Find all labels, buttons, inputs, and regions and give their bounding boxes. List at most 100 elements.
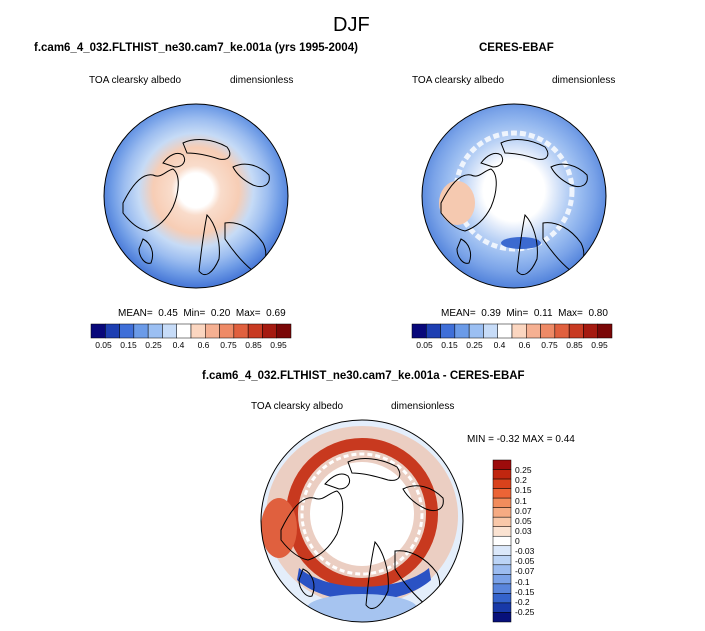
panel3-negative-band [297,568,431,601]
panel1-stats: MEAN= 0.45 Min= 0.20 Max= 0.69 [118,308,286,319]
panel3-colorbar-tick-label: 0 [515,536,520,546]
panel1-colorbar-swatch [276,323,292,339]
panel3-colorbar-tick-label: 0.07 [515,505,532,516]
panel2-colorbar-tick-label: 0.6 [518,340,531,350]
panel3-colorbar-tick-label: -0.05 [515,556,535,567]
panel3-colorbar-swatch [492,612,512,623]
panel1-colorbar-swatch [133,323,149,339]
panel3-south-negative-patch [307,594,417,622]
panel1-colorbar-labels: 0.05 0.15 0.25 0.4 0.6 0.75 0.85 0.95 [91,340,291,352]
panel3-colorbar-tick-label: -0.07 [515,566,535,577]
panel3-colorbar-tick-label: 0.15 [515,485,532,496]
panel2-colorbar-labels: 0.05 0.15 0.25 0.4 0.6 0.75 0.85 0.95 [412,340,612,352]
panel3-colorbar-swatch [492,564,512,575]
panel1-colorbar-tick-label: 0.15 [120,340,137,350]
panel1-colorbar-swatch [262,323,277,339]
panel1-colorbar-tick-label: 0.05 [95,340,112,350]
panel3-colorbar-tick-label: 0.1 [515,495,527,506]
panel3-colorbar-swatch [492,497,512,508]
panel3-coastlines [280,458,444,609]
panel3-colorbar-swatch [492,535,512,547]
panel3-colorbar-swatch [492,516,512,527]
panel2-colorbar-swatch [526,323,541,339]
panel2-colorbar-swatch [554,323,570,339]
panel3-colorbar-swatch [492,593,512,604]
page-title: DJF [333,14,370,36]
panel2-variable-label: TOA clearsky albedo [412,75,505,86]
panel1-colorbar-swatch [162,323,177,339]
panel2-colorbar-tick-label: 0.15 [441,340,458,350]
panel3-colorbar-swatch [492,469,512,480]
panel3-orbit-gap-ring [300,452,424,576]
panel2-colorbar-swatch [511,323,527,339]
panel3-colorbar-tick-label: 0.03 [515,525,532,536]
panel3-units-label: dimensionless [391,401,455,412]
panel3-colorbar-swatch [492,555,512,566]
panel2-land-patch [439,181,475,225]
panel3-variable-label: TOA clearsky albedo [251,401,344,412]
panel1-colorbar-tick-label: 0.4 [172,340,185,350]
panel3-minmax: MIN = -0.32 MAX = 0.44 [467,434,575,445]
panel3-colorbar-tick-label: 0.25 [515,465,532,476]
panel2-colorbar-swatch [468,323,484,339]
panel3-colorbar-swatch [492,602,512,613]
panel1-polar-map [103,103,289,289]
panel2-colorbar-tick-label: 0.25 [466,340,483,350]
panel3-colorbar-tick-label: -0.03 [515,546,535,557]
panel1-colorbar-swatch [190,323,206,339]
panel3-colorbar-swatch [492,478,512,489]
panel2-colorbar-swatch [454,323,470,339]
panel3-title: f.cam6_4_032.FLTHIST_ne30.cam7_ke.001a -… [202,370,525,382]
panel1-colorbar-tick-label: 0.95 [270,340,287,350]
panel2-colorbar-swatch [440,323,456,339]
panel2-stats: MEAN= 0.39 Min= 0.11 Max= 0.80 [441,308,608,319]
panel3-colorbar-swatch [492,526,512,537]
panel1-colorbar-swatch [176,323,192,339]
panel2-colorbar-tick-label: 0.75 [541,340,558,350]
panel3-colorbar-swatch [492,488,512,499]
panel2-units-label: dimensionless [552,75,616,86]
panel3-colorbar-tick-label: -0.15 [515,586,535,597]
panel1-title: f.cam6_4_032.FLTHIST_ne30.cam7_ke.001a (… [34,42,358,54]
panel2-colorbar-swatch [497,323,513,339]
panel3-colorbar-tick-label: 0.05 [515,515,532,526]
panel2-colorbar-tick-label: 0.95 [591,340,608,350]
panel1-colorbar-swatch [90,323,106,339]
panel3-colorbar-tick-label: -0.25 [515,606,535,617]
panel3-map-border [260,419,464,623]
panel2-colorbar [411,323,613,339]
panel1-colorbar-swatch [147,323,163,339]
panel2-colorbar-swatch [540,323,556,339]
panel3-colorbar-tick-label: -0.2 [515,596,530,607]
panel3-colorbar-swatch [492,507,512,518]
panel1-colorbar-swatch [105,323,120,339]
panel3-colorbar [492,459,512,623]
panel1-colorbar [90,323,292,339]
panel3-colorbar-swatch [492,545,512,556]
panel3-colorbar-swatch [492,459,512,470]
panel1-colorbar-swatch [205,323,220,339]
panel1-colorbar-swatch [219,323,235,339]
panel2-colorbar-tick-label: 0.85 [566,340,583,350]
panel3-colorbar-tick-label: -0.1 [515,576,530,587]
panel1-colorbar-swatch [233,323,249,339]
panel1-colorbar-tick-label: 0.6 [197,340,210,350]
panel1-colorbar-swatch [247,323,263,339]
panel2-polar-map [421,103,607,289]
panel1-field [104,104,288,288]
panel3-polar-map [260,419,464,623]
panel1-colorbar-tick-label: 0.25 [145,340,162,350]
panel2-colorbar-swatch [597,323,613,339]
panel3-colorbar-swatch [492,574,512,585]
panel2-colorbar-tick-label: 0.4 [493,340,506,350]
panel2-colorbar-swatch [426,323,441,339]
panel1-units-label: dimensionless [230,75,294,86]
panel1-map-border [103,103,289,289]
panel3-west-positive-patch [261,498,297,558]
panel3-colorbar-tick-label: 0.2 [515,475,527,486]
panel1-variable-label: TOA clearsky albedo [89,75,182,86]
panel1-colorbar-tick-label: 0.85 [245,340,262,350]
panel2-colorbar-swatch [583,323,598,339]
panel2-colorbar-tick-label: 0.05 [416,340,433,350]
panel2-colorbar-swatch [483,323,498,339]
